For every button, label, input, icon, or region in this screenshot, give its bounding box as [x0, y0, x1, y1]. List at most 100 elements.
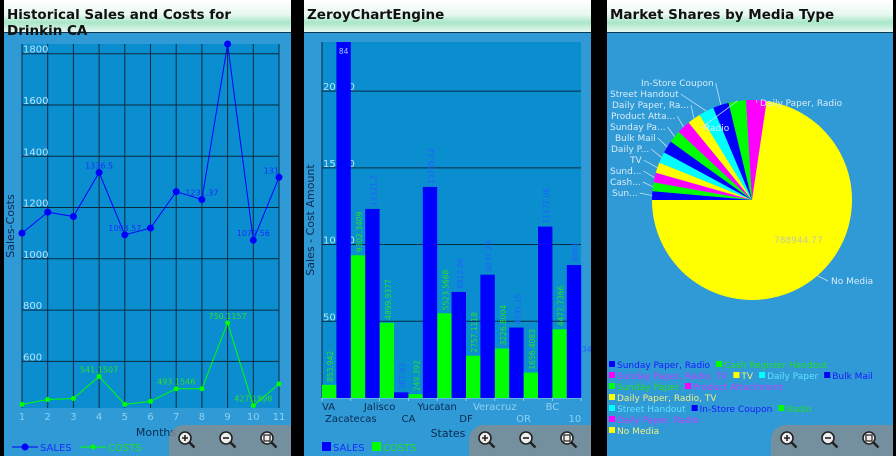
pie-slice [670, 131, 752, 200]
slice-label: Street Handout [610, 90, 679, 100]
legend-swatch [609, 372, 615, 378]
line-chart[interactable]: 1 2 3 4 5 6 7 8 9 10 11 600 800 1000 1200 1400 1600 1800 1… [4, 0, 291, 456]
data-point [276, 381, 282, 387]
legend-swatch [609, 394, 615, 400]
data-point [250, 403, 256, 409]
title-bar: Historical Sales and Costs for Drinkin C… [4, 0, 291, 39]
data-point [18, 229, 26, 237]
pie-slice [713, 102, 752, 200]
legend-label: SALES [40, 443, 72, 454]
zoom-out-icon [219, 431, 237, 449]
x-tick-label: 10 [247, 412, 260, 423]
bar-chart-panel: 5000100001500020000853.9429302.34094899.… [304, 0, 591, 456]
bar-sales [566, 264, 582, 398]
zoom-reset-icon [260, 431, 278, 449]
x-tick-label: OR [516, 414, 531, 425]
bar-sales [480, 274, 495, 398]
zoom-reset-button[interactable] [259, 430, 279, 450]
data-point [172, 188, 180, 196]
data-point [225, 320, 231, 326]
data-label: 4477.7366 [557, 286, 566, 327]
zoom-reset-button[interactable] [559, 430, 579, 450]
zoom-out-button[interactable] [518, 430, 538, 450]
data-label: 427.1898 [234, 395, 272, 404]
legend-label: Daily Paper, Radio, TV [617, 394, 717, 404]
legend-swatch [372, 442, 381, 451]
bar-sales [394, 392, 409, 398]
leader-line [700, 100, 738, 129]
zoom-in-button[interactable] [177, 430, 197, 450]
data-label: 9302.3409 [355, 211, 364, 252]
x-tick-label: 3 [70, 412, 76, 423]
legend-label: Sunday Paper [617, 383, 679, 393]
zoom-controls [169, 425, 291, 456]
data-point [275, 173, 283, 181]
bar-sales [336, 42, 351, 398]
x-tick-label: 4 [96, 412, 102, 423]
x-tick-label: 11 [273, 412, 286, 423]
bar-sales [451, 291, 466, 398]
x-tick-label: CA [401, 414, 415, 425]
zoom-out-button[interactable] [820, 430, 840, 450]
data-label: 1072.56 [237, 229, 270, 238]
data-point [122, 401, 128, 407]
slice-label: Daily Paper, Radio [760, 99, 843, 109]
data-label: 541.1507 [80, 365, 118, 374]
bar-costs [552, 329, 567, 398]
bar-sales [509, 327, 524, 398]
slice-value-label: 788944.77 [774, 236, 823, 246]
y-tick-label: 1000 [23, 250, 48, 261]
slice-label: In-Store Coupon [641, 79, 714, 89]
x-tick-label: 5 [122, 412, 128, 423]
bar-costs [466, 355, 481, 398]
data-label: 1093.57 [108, 224, 141, 233]
bar-costs [523, 372, 538, 398]
leader-line [643, 170, 655, 178]
legend-label: No Media [617, 427, 659, 437]
data-point [199, 386, 205, 392]
data-label: 2757.1118 [470, 312, 479, 353]
bar-sales [365, 208, 380, 398]
slice-label: Daily P... [611, 145, 649, 155]
leader-line [639, 192, 653, 196]
bar-costs [494, 348, 510, 398]
data-point [147, 224, 154, 232]
x-tick-label: 1 [19, 412, 25, 423]
data-point [173, 386, 179, 392]
zoom-reset-icon [560, 431, 578, 449]
data-label: 13755.12 [427, 148, 436, 184]
zoom-reset-button[interactable] [861, 430, 881, 450]
line-chart-panel: 1 2 3 4 5 6 7 8 9 10 11 600 800 1000 1200 1400 1600 1800 1… [4, 0, 291, 456]
y-tick-label: 600 [23, 352, 42, 363]
data-point [44, 208, 52, 216]
y-tick-label: 800 [23, 301, 42, 312]
data-point [121, 231, 129, 239]
legend-label: In-Store Coupon [700, 405, 773, 415]
data-point [19, 401, 25, 407]
leader-line [643, 159, 658, 168]
data-label: 131 [264, 166, 279, 175]
x-tick-label: 6 [147, 412, 153, 423]
data-label: 34 [582, 345, 591, 354]
x-tick-label: Yucatan [417, 402, 457, 413]
legend-label: Sunday Paper, Radio, TV [617, 372, 728, 382]
x-tick-label: Jalisco [363, 402, 395, 413]
slice-label: No Media [831, 277, 873, 287]
slice-label: Bulk Mail [615, 134, 656, 144]
legend-label: COSTS [383, 443, 417, 454]
legend-swatch [322, 442, 331, 451]
leader-line [690, 104, 695, 119]
pie-chart-panel: Sun... Cash... Sund... TV Daily P... Bulk Mai… [607, 0, 893, 456]
chart-title: ZeroyChartEngine [307, 7, 445, 23]
x-axis-label: States [431, 427, 466, 440]
zoom-in-button[interactable] [779, 430, 799, 450]
slice-label: Sun... [612, 189, 638, 199]
legend-swatch [778, 405, 785, 411]
zoom-out-button[interactable] [218, 430, 238, 450]
bar-chart[interactable]: 5000100001500020000853.9429302.34094899.… [304, 0, 591, 456]
zoom-in-button[interactable] [477, 430, 497, 450]
zoom-out-icon [519, 431, 537, 449]
legend-swatch [609, 361, 615, 367]
y-tick-label: 5000 [323, 312, 348, 323]
